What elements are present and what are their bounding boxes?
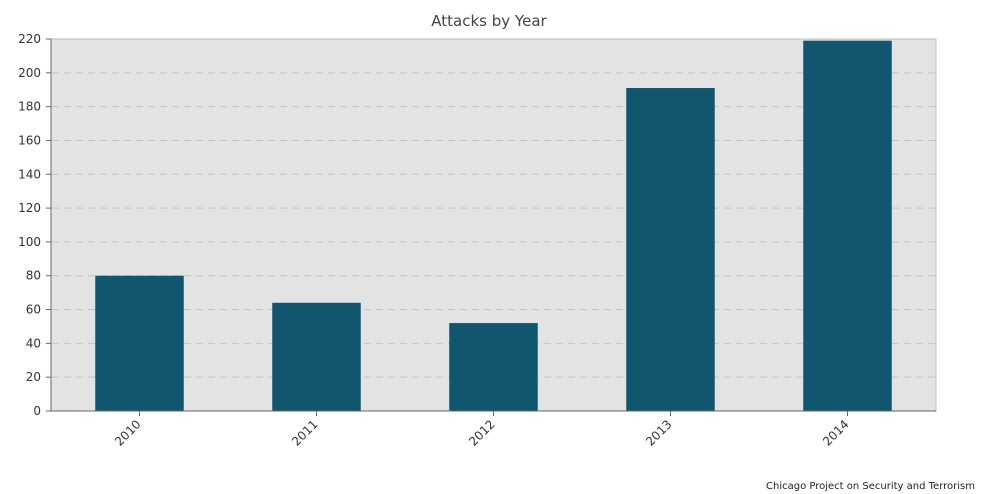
y-tick-label: 100 xyxy=(18,235,41,249)
x-tick-label: 2014 xyxy=(820,417,851,448)
x-tick-label: 2012 xyxy=(466,417,497,448)
bars xyxy=(95,40,892,411)
bar-2013 xyxy=(626,88,715,411)
x-tick-label: 2010 xyxy=(112,417,143,448)
y-tick-label: 20 xyxy=(26,370,41,384)
y-tick-label: 180 xyxy=(18,100,41,114)
source-credit: Chicago Project on Security and Terroris… xyxy=(766,481,975,492)
y-tick-label: 40 xyxy=(26,336,41,350)
x-tick-label: 2013 xyxy=(643,417,674,448)
y-axis-ticks: 0 20 40 60 80 100 120 140 160 180 200 220 xyxy=(18,32,51,418)
x-tick-label: 2011 xyxy=(289,417,320,448)
y-tick-label: 140 xyxy=(18,167,41,181)
x-axis-ticks: 2010 2011 2012 2013 2014 xyxy=(112,411,852,449)
y-tick-label: 220 xyxy=(18,32,41,46)
gridlines xyxy=(52,72,935,378)
y-tick-label: 120 xyxy=(18,201,41,215)
y-tick-label: 0 xyxy=(33,404,41,418)
y-tick-label: 200 xyxy=(18,66,41,80)
y-tick-label: 160 xyxy=(18,133,41,147)
y-tick-label: 80 xyxy=(26,269,41,283)
chart-title: Attacks by Year xyxy=(431,12,547,30)
bar-2011 xyxy=(272,302,361,411)
y-tick-label: 60 xyxy=(26,303,41,317)
bar-2010 xyxy=(95,275,184,411)
bar-2014 xyxy=(803,40,892,411)
bar-2012 xyxy=(449,323,538,411)
